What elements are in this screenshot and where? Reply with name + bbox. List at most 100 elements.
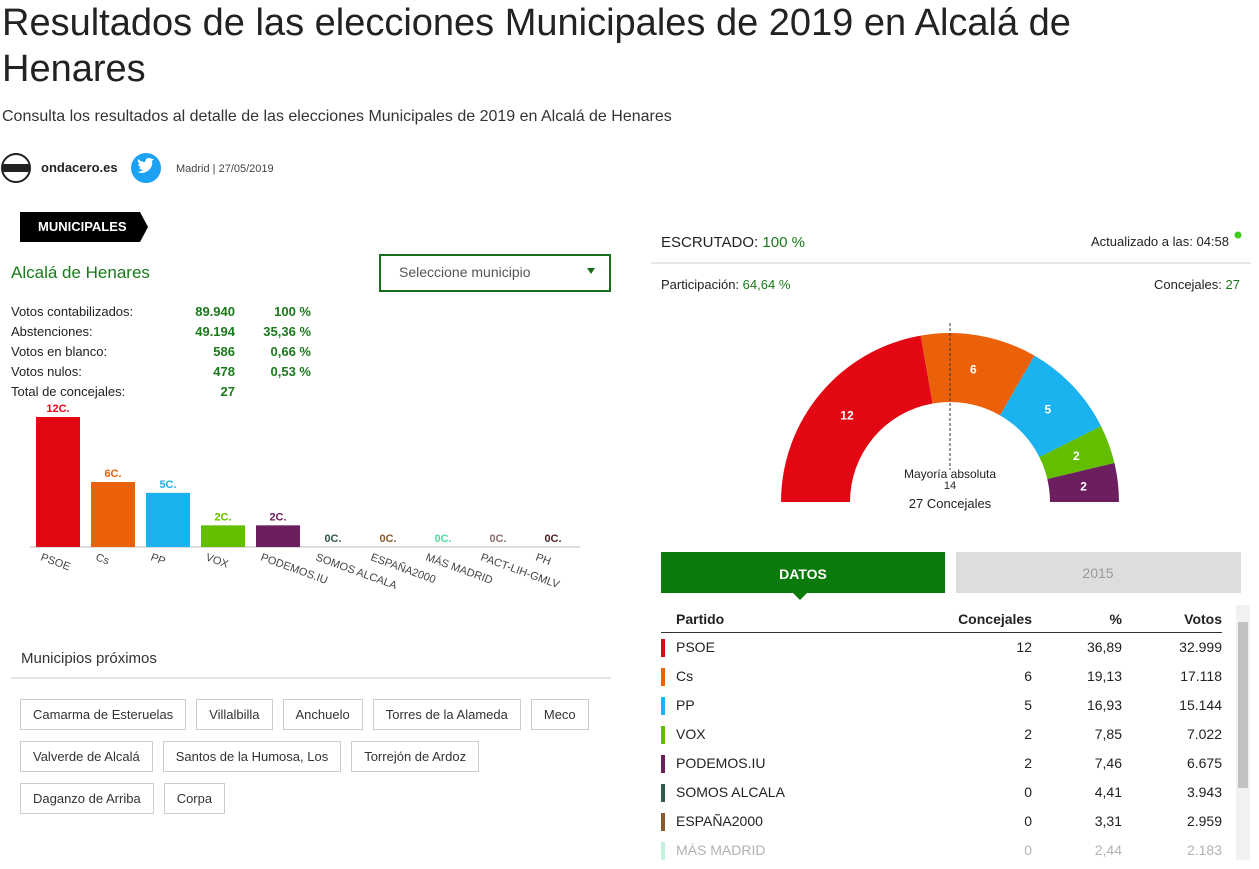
stat-cell: Votos en blanco: [11, 344, 108, 359]
bar [256, 525, 300, 547]
municipality-button[interactable]: Santos de la Humosa, Los [162, 741, 342, 772]
value-label: 2C. [214, 511, 231, 523]
stat-row: Abstenciones: 49.194 35,36 % [11, 324, 311, 344]
value: 100 % [762, 234, 805, 251]
table-row: PSOE 12 36,89 32.999 [661, 633, 1222, 662]
label: Participación: [661, 277, 739, 292]
municipality-button[interactable]: Camarma de Esteruelas [20, 699, 187, 730]
stat-cell: 478 [213, 364, 235, 379]
twitter-icon [136, 157, 154, 173]
nearby-list: Camarma de Esteruelas Villalbilla Anchuelo… [20, 699, 610, 814]
tag: MUNICIPALES [38, 219, 127, 234]
table-row: PP 5 16,93 15.144 [661, 691, 1222, 720]
select-box[interactable] [379, 254, 611, 292]
label: Concejales: [1154, 277, 1222, 292]
majority: 14 [944, 480, 956, 492]
value-label: 0C. [544, 533, 561, 545]
stat-cell: 0,53 % [270, 364, 311, 379]
municipality-button[interactable]: Torres de la Alameda [372, 699, 521, 730]
seat-label: 6 [970, 363, 977, 377]
tab-label[interactable]: DATOS [779, 566, 827, 582]
seat-segment [1047, 463, 1119, 502]
value-label: 2C. [269, 511, 286, 523]
stat-row: Votos nulos: 478 0,53 % [11, 364, 311, 384]
tab-label[interactable]: 2015 [1082, 565, 1113, 581]
party-swatch [661, 755, 665, 773]
table-row: SOMOS ALCALA 0 4,41 3.943 [661, 778, 1222, 807]
stat-cell: 49.194 [195, 324, 235, 339]
municipality-button[interactable]: Torrejón de Ardoz [351, 741, 480, 772]
stat-cell: 586 [213, 344, 235, 359]
cell: PP [676, 697, 695, 713]
stat-row: Votos en blanco: 586 0,66 % [11, 344, 311, 364]
stat-cell: 0,66 % [270, 344, 311, 359]
municipality-button[interactable]: Villalbilla [196, 699, 273, 730]
cell: 7,85 [1094, 726, 1122, 742]
table-row: Cs 6 19,13 17.118 [661, 662, 1222, 691]
party-swatch [661, 813, 665, 831]
cell: 0 [1024, 813, 1032, 829]
stat-cell: 100 % [274, 304, 311, 319]
value-label: 0C. [379, 533, 396, 545]
cell: 17.118 [1180, 668, 1222, 684]
total-label: 27 Concejales [909, 496, 992, 511]
table-row: ESPAÑA2000 0 3,31 2.959 [661, 807, 1222, 836]
bar [36, 417, 80, 547]
subtitle: Consulta los resultados al detalle de la… [2, 108, 672, 125]
value-label: 0C. [489, 533, 506, 545]
select-arrow [587, 268, 595, 274]
stat-cell: Votos contabilizados: [11, 304, 134, 319]
party-swatch [661, 726, 665, 744]
cell: Cs [676, 668, 694, 684]
tag-shape [20, 212, 148, 242]
cell: 4,41 [1094, 784, 1122, 800]
stats: Votos contabilizados: 89.940 100 % Abstenci… [11, 304, 311, 404]
category-label: PSOE [39, 552, 72, 574]
cell: 5 [1024, 697, 1032, 713]
cell: VOX [676, 726, 706, 742]
party-swatch [661, 784, 665, 802]
source-logo [3, 164, 29, 172]
updated: Actualizado a las: 04:58 [1091, 234, 1229, 249]
seat-segment [1039, 426, 1115, 479]
header-cell: % [1109, 611, 1122, 627]
municipality: Alcalá de Henares [11, 263, 150, 282]
municipality-button[interactable]: Daganzo de Arriba [20, 783, 154, 814]
tab-active[interactable] [661, 552, 945, 593]
cell: 7,46 [1094, 755, 1122, 771]
cell: 16,93 [1086, 697, 1122, 713]
stat-row: Total de concejales: 27 [11, 384, 311, 404]
header-cell: Votos [1184, 611, 1222, 627]
municipality-button[interactable]: Anchuelo [282, 699, 363, 730]
bar [201, 525, 245, 547]
stat-row: Votos contabilizados: 89.940 100 % [11, 304, 311, 324]
seat-label: 2 [1080, 479, 1087, 493]
title: Resultados de las elecciones Municipales… [2, 2, 1071, 90]
cell: 2.959 [1186, 813, 1222, 829]
municipality-button[interactable]: Valverde de Alcalá [20, 741, 153, 772]
seat-label: 2 [1073, 449, 1080, 463]
cell: MÁS MADRID [676, 842, 766, 858]
municipality-button[interactable]: Corpa [163, 783, 226, 814]
scrollbar-thumb[interactable] [1238, 622, 1248, 788]
annotation: Mayoría absoluta [904, 467, 996, 481]
section-title: Municipios próximos [21, 650, 157, 667]
cell: 2,44 [1094, 842, 1122, 858]
tab[interactable] [956, 552, 1241, 593]
cell: 7.022 [1186, 726, 1222, 742]
cell: 15.144 [1179, 697, 1222, 713]
cell: 2.183 [1186, 842, 1222, 858]
header-cell: Partido [676, 611, 725, 627]
bar [91, 482, 135, 547]
cell: 0 [1024, 842, 1032, 858]
cell: 19,13 [1086, 668, 1122, 684]
cell: 2 [1024, 726, 1032, 742]
byline: Madrid | 27/05/2019 [176, 163, 274, 175]
select-text: Seleccione municipio [399, 264, 531, 280]
cell: PODEMOS.IU [676, 755, 766, 771]
municipality-button[interactable]: Meco [530, 699, 589, 730]
cell: 3,31 [1094, 813, 1122, 829]
party-swatch [661, 697, 665, 715]
seats: Concejales: 27 [1154, 277, 1240, 292]
